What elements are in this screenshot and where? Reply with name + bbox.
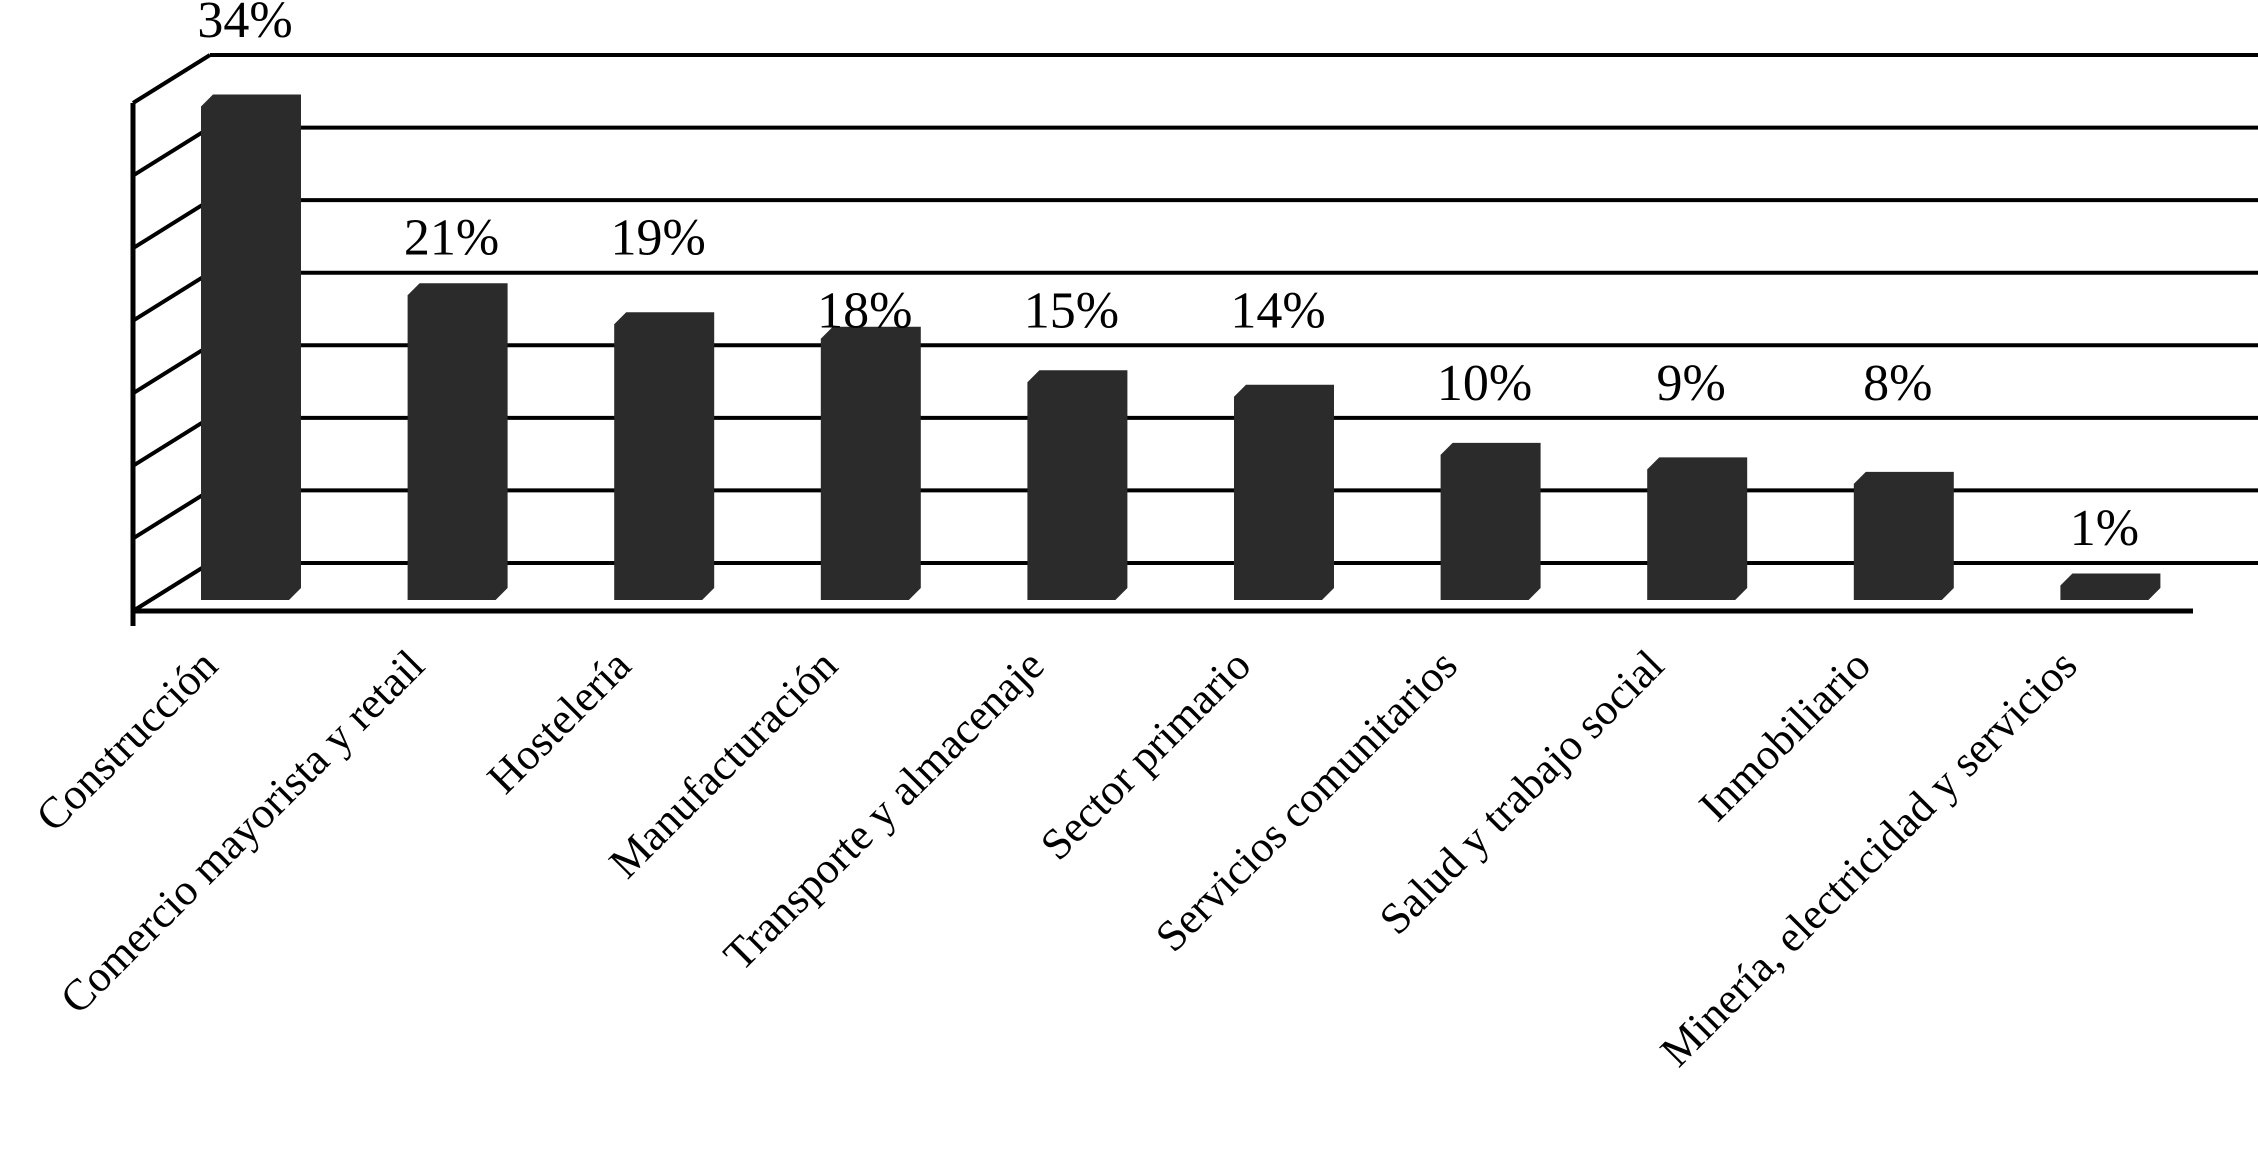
category-label: Comercio mayorista y retail	[51, 640, 434, 1023]
bar	[820, 326, 921, 600]
category-label: Inmobiliario	[1690, 640, 1880, 830]
axis-tick-diagonal	[131, 125, 212, 178]
value-label: 18%	[817, 282, 912, 339]
value-label: 14%	[1230, 282, 1325, 339]
axis-tick-diagonal	[131, 488, 212, 541]
axis-tick-diagonal	[131, 416, 212, 468]
axis-tick-diagonal	[131, 561, 212, 613]
category-label: Minería, electricidad y servicios	[1651, 640, 2087, 1076]
bar	[1853, 471, 1954, 600]
value-label: 1%	[2070, 500, 2139, 557]
bar	[407, 283, 508, 600]
category-label: Hostelería	[478, 640, 641, 803]
category-label: Construcción	[27, 640, 228, 841]
axis-tick-diagonal	[131, 198, 212, 250]
value-label: 8%	[1863, 355, 1932, 412]
value-label: 9%	[1657, 355, 1726, 412]
bar	[1440, 442, 1541, 600]
axis-tick-diagonal	[131, 271, 212, 323]
bar	[2060, 573, 2161, 600]
value-label: 34%	[197, 0, 292, 49]
value-label: 15%	[1024, 282, 1119, 339]
bar	[1027, 370, 1128, 600]
value-label: 10%	[1437, 355, 1532, 412]
category-label: Sector primario	[1031, 640, 1260, 869]
value-label: 19%	[611, 210, 706, 267]
bar	[1647, 457, 1748, 600]
axis-tick-diagonal	[131, 53, 212, 105]
bar	[614, 312, 715, 600]
axis-tick-diagonal	[131, 343, 212, 395]
bar	[201, 94, 301, 601]
bar	[1234, 384, 1334, 600]
value-label: 21%	[404, 210, 499, 267]
